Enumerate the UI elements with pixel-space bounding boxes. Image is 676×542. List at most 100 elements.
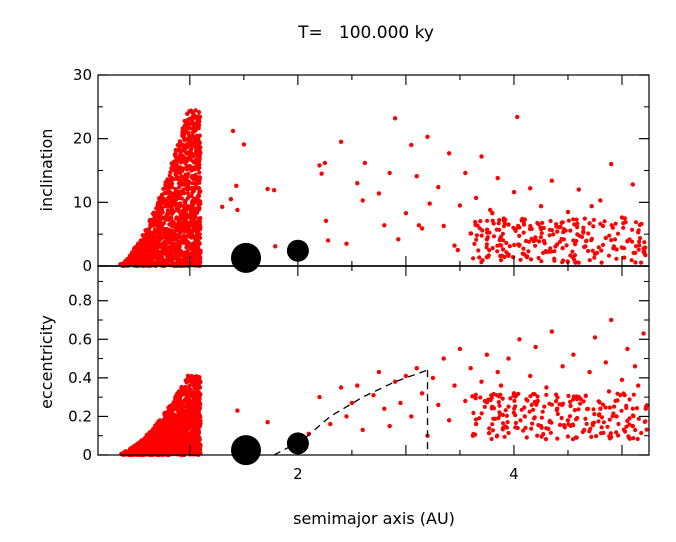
belt-point [531, 407, 536, 412]
belt-point [571, 397, 576, 402]
belt-point [607, 233, 612, 238]
belt-point [630, 413, 636, 418]
cluster-point [140, 238, 145, 243]
scatter-point [488, 207, 493, 213]
belt-point [570, 422, 575, 427]
scatter-point [500, 425, 506, 431]
belt-point [528, 257, 534, 262]
scatter-point [592, 251, 598, 257]
cluster-point [128, 257, 133, 262]
belt-point [552, 258, 557, 263]
belt-point [555, 395, 560, 400]
belt-point [616, 433, 621, 438]
belt-point [587, 258, 592, 263]
cluster-point [169, 410, 174, 415]
cluster-point [155, 209, 160, 214]
scatter-point [317, 394, 322, 400]
scatter-point [490, 211, 495, 216]
scatter-point [598, 198, 603, 203]
cluster-point [192, 126, 198, 131]
scatter-point [630, 182, 635, 187]
scatter-point [574, 435, 579, 440]
belt-point [472, 241, 477, 246]
belt-point [570, 249, 575, 254]
belt-point [491, 234, 497, 239]
belt-point [637, 243, 642, 248]
cluster-point [195, 424, 200, 429]
cluster-point [165, 423, 170, 429]
belt-point [500, 412, 505, 417]
cluster-point [165, 258, 170, 263]
cluster-point [137, 247, 142, 252]
belt-point [474, 237, 479, 242]
scatter-point [387, 423, 392, 429]
belt-point [601, 420, 607, 425]
belt-point [613, 221, 618, 226]
belt-point [500, 253, 505, 258]
belt-point [637, 236, 643, 241]
scatter-point [441, 223, 446, 229]
cluster-point [143, 243, 148, 248]
belt-point [633, 260, 638, 265]
cluster-point [142, 234, 147, 239]
belt-point [576, 260, 581, 265]
x-tick-label: 2 [293, 465, 303, 483]
cluster-point [155, 242, 160, 247]
cluster-point [167, 418, 172, 424]
belt-point [599, 415, 605, 420]
belt-point [575, 232, 580, 237]
belt-point [600, 223, 606, 229]
cluster-point [197, 110, 202, 115]
scatter-point [506, 356, 511, 361]
belt-point [568, 399, 573, 404]
cluster-point [156, 255, 161, 260]
scatter-point [414, 366, 419, 371]
cluster-point [154, 239, 159, 244]
cluster-point [153, 261, 158, 266]
scatter-point [576, 394, 581, 400]
cluster-point [197, 170, 202, 175]
cluster-point [158, 250, 163, 255]
belt-point [479, 411, 484, 416]
cluster-point [186, 401, 191, 406]
cluster-point [182, 430, 187, 435]
belt-point [497, 218, 502, 223]
cluster-point [174, 243, 179, 249]
cluster-point [127, 261, 132, 266]
cluster-point [190, 246, 195, 252]
scatter-point [371, 393, 376, 398]
belt-point [541, 432, 546, 437]
belt-point [506, 252, 511, 258]
scatter-point [436, 402, 441, 408]
belt-point [627, 422, 632, 427]
cluster-point [192, 121, 197, 126]
cluster-point [164, 191, 169, 196]
cluster-point [196, 440, 201, 445]
belt-point [607, 405, 613, 410]
cluster-point [197, 390, 202, 395]
cluster-point [193, 172, 198, 177]
cluster-point [147, 231, 152, 236]
belt-point [624, 424, 629, 429]
cluster-point [188, 156, 193, 161]
cluster-point [190, 380, 195, 385]
cluster-point [188, 252, 193, 258]
cluster-point [195, 405, 200, 410]
cluster-point [178, 408, 183, 413]
cluster-point [178, 166, 183, 171]
belt-point [582, 216, 587, 221]
cluster-point [175, 431, 180, 436]
belt-point [536, 255, 541, 261]
belt-point [523, 238, 529, 244]
cluster-point [196, 126, 201, 131]
scatter-point [235, 207, 240, 213]
belt-point [497, 410, 502, 415]
y-tick-label: 0 [82, 257, 92, 275]
scatter-point [641, 331, 646, 336]
scatter-point [484, 237, 490, 242]
belt-point [532, 392, 537, 397]
cluster-point [183, 129, 188, 134]
scatter-point [325, 238, 331, 243]
eccentricity-y-ticks: 0 0.2 0.4 0.6 0.8 [68, 280, 649, 464]
